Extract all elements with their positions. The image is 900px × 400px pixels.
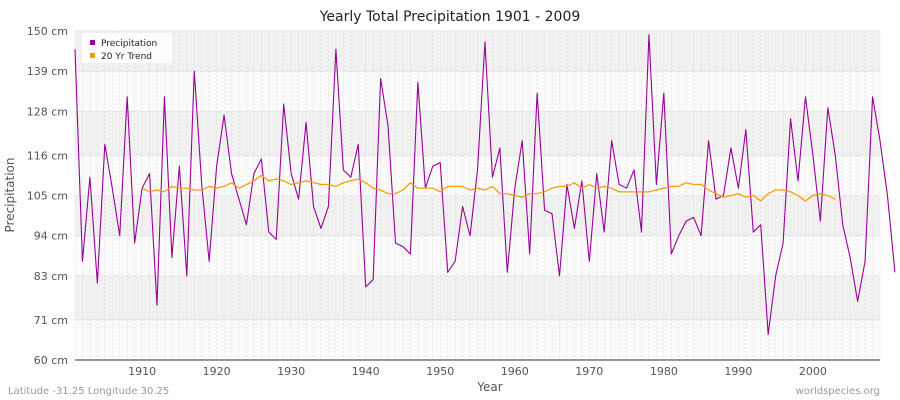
footer-coordinates: Latitude -31.25 Longitude 30.25: [8, 386, 169, 397]
x-tick-label: 2000: [799, 365, 827, 378]
y-tick-label: 128 cm: [27, 105, 68, 118]
x-tick-label: 1950: [426, 365, 454, 378]
x-axis-label: Year: [476, 380, 502, 394]
legend-swatch-trend: [90, 53, 95, 58]
x-tick-label: 1960: [501, 365, 529, 378]
x-tick-label: 1920: [203, 365, 231, 378]
y-tick-label: 94 cm: [34, 230, 68, 243]
x-tick-label: 1910: [128, 365, 156, 378]
y-tick-label: 116 cm: [27, 149, 68, 162]
y-tick-label: 83 cm: [34, 270, 68, 283]
legend-swatch-precipitation: [90, 40, 95, 45]
legend-label-trend: 20 Yr Trend: [101, 52, 152, 62]
x-tick-label: 1990: [724, 365, 752, 378]
legend-box: [82, 33, 172, 63]
y-tick-label: 105 cm: [27, 190, 68, 203]
series-layer: [74, 34, 896, 335]
x-tick-label: 1980: [650, 365, 678, 378]
precipitation-line: [74, 34, 896, 335]
x-tick-label: 1970: [575, 365, 603, 378]
background-band: [75, 275, 880, 320]
y-tick-label: 139 cm: [27, 65, 68, 78]
legend-label-precipitation: Precipitation: [101, 39, 157, 49]
y-tick-labels: 60 cm 71 cm 83 cm 94 cm 105 cm 116 cm 128 cm 13…: [27, 25, 68, 367]
y-tick-label: 150 cm: [27, 25, 68, 38]
footer-source: worldspecies.org: [796, 386, 880, 397]
legend: Precipitation 20 Yr Trend: [82, 33, 172, 63]
chart-title: Yearly Total Precipitation 1901 - 2009: [319, 9, 581, 25]
x-tick-label: 1930: [277, 365, 305, 378]
y-tick-label: 71 cm: [34, 314, 68, 327]
x-tick-label: 1940: [352, 365, 380, 378]
x-tick-labels: 1910 1920 1930 1940 1950 1960 1970 1980 1990 2000: [128, 365, 827, 378]
y-tick-label: 60 cm: [34, 354, 68, 367]
y-axis-label: Precipitation: [3, 157, 17, 232]
trend-line: [141, 174, 836, 202]
